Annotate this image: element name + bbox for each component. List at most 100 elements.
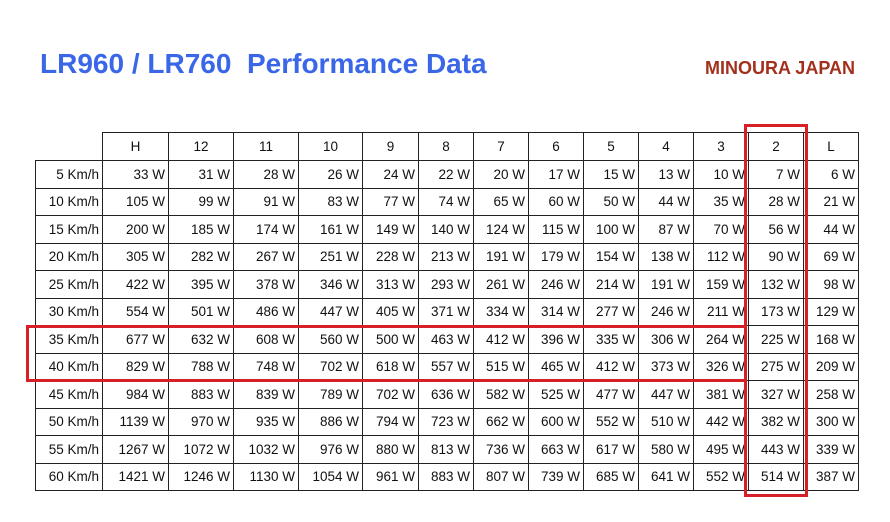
power-cell: 44 W [638,187,694,216]
power-cell: 702 W [362,380,419,409]
column-header: 9 [362,132,419,161]
power-cell: 10 W [693,160,749,189]
power-cell: 447 W [638,380,694,409]
power-cell: 794 W [362,407,419,436]
power-cell: 60 W [528,187,584,216]
row-label: 5 Km/h [35,160,103,189]
power-cell: 246 W [528,270,584,299]
power-cell: 77 W [362,187,419,216]
power-cell: 209 W [803,352,859,381]
power-cell: 339 W [803,435,859,464]
power-cell: 112 W [693,242,749,271]
row-label: 25 Km/h [35,270,103,299]
power-cell: 883 W [418,462,474,491]
power-cell: 99 W [168,187,234,216]
power-cell: 185 W [168,215,234,244]
power-cell: 6 W [803,160,859,189]
power-cell: 883 W [168,380,234,409]
power-cell: 161 W [298,215,363,244]
power-cell: 246 W [638,297,694,326]
power-cell: 510 W [638,407,694,436]
power-cell: 28 W [233,160,299,189]
power-cell: 305 W [102,242,169,271]
power-cell: 87 W [638,215,694,244]
power-cell: 405 W [362,297,419,326]
column-header: H [102,132,169,161]
power-cell: 105 W [102,187,169,216]
power-cell: 13 W [638,160,694,189]
power-cell: 739 W [528,462,584,491]
power-cell: 70 W [693,215,749,244]
power-cell: 1054 W [298,462,363,491]
power-cell: 789 W [298,380,363,409]
power-cell: 129 W [803,297,859,326]
power-cell: 387 W [803,462,859,491]
power-cell: 1246 W [168,462,234,491]
power-cell: 211 W [693,297,749,326]
power-cell: 91 W [233,187,299,216]
power-cell: 261 W [473,270,529,299]
power-cell: 20 W [473,160,529,189]
power-cell: 976 W [298,435,363,464]
power-cell: 685 W [583,462,639,491]
row-label: 55 Km/h [35,435,103,464]
power-cell: 69 W [803,242,859,271]
power-cell: 140 W [418,215,474,244]
power-cell: 501 W [168,297,234,326]
row-label: 30 Km/h [35,297,103,326]
column-header: L [803,132,859,161]
power-cell: 486 W [233,297,299,326]
power-cell: 580 W [638,435,694,464]
row-label: 50 Km/h [35,407,103,436]
power-cell: 31 W [168,160,234,189]
power-cell: 381 W [693,380,749,409]
brand: MINOURA JAPAN [704,58,855,78]
power-cell: 282 W [168,242,234,271]
power-cell: 807 W [473,462,529,491]
power-cell: 50 W [583,187,639,216]
row-label: 15 Km/h [35,215,103,244]
power-cell: 552 W [693,462,749,491]
power-cell: 21 W [803,187,859,216]
power-cell: 447 W [298,297,363,326]
power-cell: 1421 W [102,462,169,491]
column-header: 8 [418,132,474,161]
power-cell: 74 W [418,187,474,216]
column-header: 6 [528,132,584,161]
power-cell: 168 W [803,325,859,354]
power-cell: 662 W [473,407,529,436]
power-cell: 636 W [418,380,474,409]
power-cell: 582 W [473,380,529,409]
power-cell: 600 W [528,407,584,436]
power-cell: 813 W [418,435,474,464]
power-cell: 442 W [693,407,749,436]
power-cell: 200 W [102,215,169,244]
power-cell: 346 W [298,270,363,299]
power-cell: 267 W [233,242,299,271]
power-cell: 33 W [102,160,169,189]
power-cell: 395 W [168,270,234,299]
power-cell: 115 W [528,215,584,244]
power-cell: 617 W [583,435,639,464]
power-cell: 22 W [418,160,474,189]
power-cell: 641 W [638,462,694,491]
power-cell: 984 W [102,380,169,409]
power-cell: 174 W [233,215,299,244]
column-highlight [744,124,808,497]
power-cell: 371 W [418,297,474,326]
power-cell: 65 W [473,187,529,216]
row-highlight [26,325,747,382]
power-cell: 100 W [583,215,639,244]
column-header: 11 [233,132,299,161]
power-cell: 935 W [233,407,299,436]
column-header: 4 [638,132,694,161]
power-cell: 880 W [362,435,419,464]
power-cell: 886 W [298,407,363,436]
power-cell: 839 W [233,380,299,409]
power-cell: 83 W [298,187,363,216]
column-header: 12 [168,132,234,161]
power-cell: 314 W [528,297,584,326]
power-cell: 554 W [102,297,169,326]
row-label: 20 Km/h [35,242,103,271]
